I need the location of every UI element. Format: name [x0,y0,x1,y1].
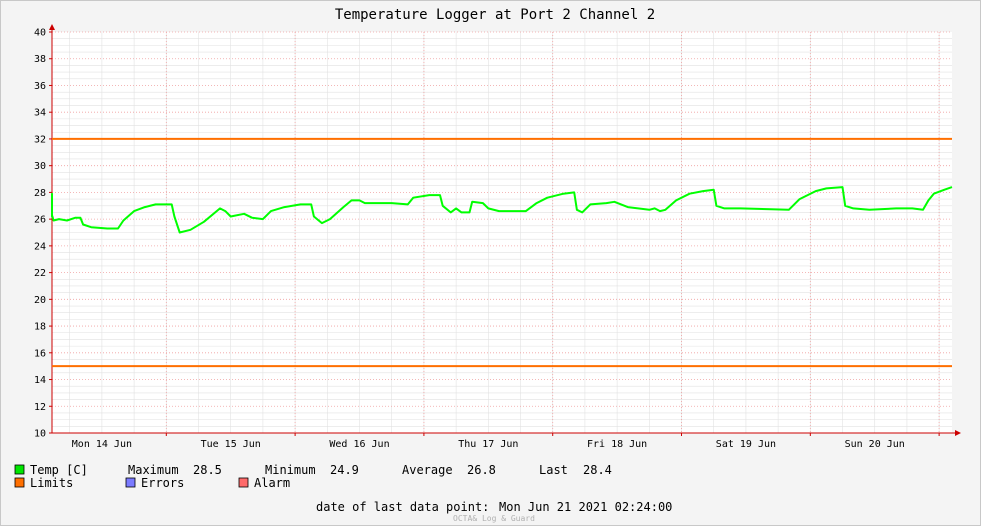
y-tick-label: 24 [34,241,46,252]
x-tick-label: Thu 17 Jun [458,439,518,450]
x-tick-label: Sun 20 Jun [845,439,905,450]
legend-label-temp: Temp [C] [30,463,88,477]
legend-swatch-errors [125,477,136,488]
x-tick-label: Mon 14 Jun [72,439,132,450]
y-axis-arrow [49,24,55,30]
stat-maximum-label: Maximum [128,463,179,477]
stat-average-value: 26.8 [467,463,496,477]
y-tick-label: 40 [34,28,46,39]
legend-label-errors: Errors [141,476,184,490]
legend-swatch-alarm [238,477,249,488]
stat-minimum-label: Minimum [265,463,316,477]
stat-minimum-value: 24.9 [330,463,359,477]
stat-last-label: Last [539,463,568,477]
legend-label-limits: Limits [30,476,73,490]
y-tick-label: 32 [34,134,46,145]
x-tick-label: Tue 15 Jun [201,439,261,450]
y-tick-label: 18 [34,322,46,333]
plot-area: 10 12 14 16 18 20 22 24 26 28 30 32 34 36 38 40 Mon 14 J… [34,24,961,450]
last-data-point-label: date of last data point: [316,500,489,514]
y-tick-label: 22 [34,268,46,279]
y-tick-label: 26 [34,215,46,226]
x-axis-arrow [955,430,961,436]
y-tick-label: 30 [34,161,46,172]
x-tick-label: Sat 19 Jun [716,439,776,450]
legend-label-alarm: Alarm [254,476,290,490]
stat-maximum-value: 28.5 [193,463,222,477]
y-tick-label: 14 [34,375,46,386]
stat-last-value: 28.4 [583,463,612,477]
y-tick-label: 16 [34,348,46,359]
watermark-text: OCTA& Log & Guard [453,514,535,523]
y-tick-label: 38 [34,54,46,65]
y-tick-label: 36 [34,81,46,92]
x-tick-label: Fri 18 Jun [587,439,647,450]
x-tick-label: Wed 16 Jun [329,439,389,450]
y-tick-label: 20 [34,295,46,306]
y-tick-label: 28 [34,188,46,199]
y-tick-label: 34 [34,108,46,119]
chart-title: Temperature Logger at Port 2 Channel 2 [335,7,655,23]
legend-swatch-temp [14,464,25,475]
temp-series-line [51,186,953,234]
legend-swatch-limits [14,477,25,488]
last-data-point-value: Mon Jun 21 2021 02:24:00 [499,500,672,514]
y-tick-label: 12 [34,402,46,413]
legend: Temp [C] Maximum 28.5 Minimum 24.9 Avera… [14,463,612,490]
stat-average-label: Average [402,463,453,477]
y-tick-label: 10 [34,429,46,440]
